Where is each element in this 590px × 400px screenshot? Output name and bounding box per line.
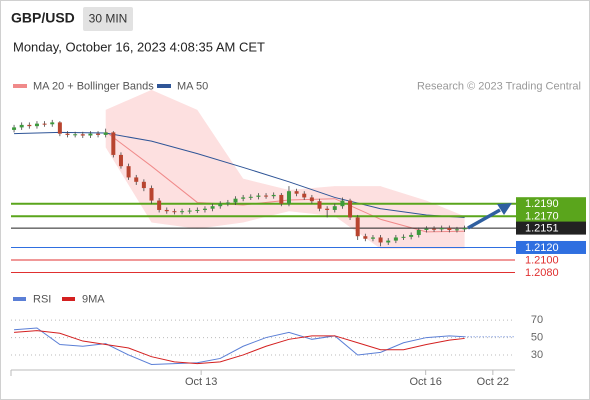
line-series: [14, 327, 465, 366]
candle-body: [19, 124, 24, 128]
candle-body: [42, 123, 47, 125]
x-tick-label: Oct 13: [185, 376, 217, 388]
legend-label: RSI: [33, 293, 51, 305]
candle-body: [378, 237, 383, 243]
candle-body: [50, 122, 55, 125]
level-label: 1.2151: [525, 222, 559, 234]
legend-label: MA 50: [177, 80, 208, 92]
source: Research © 2023 Trading Central: [417, 80, 581, 92]
candle-body: [103, 132, 108, 135]
x-tick-label: Oct 16: [409, 376, 441, 388]
candle-body: [65, 133, 70, 135]
level-label: 1.2120: [525, 242, 559, 254]
candle-body: [96, 133, 101, 135]
candle-body: [88, 133, 93, 136]
candle-body: [34, 123, 39, 127]
legend-swatch: [62, 297, 75, 301]
interval-button[interactable]: [83, 7, 133, 31]
level-label: 1.2190: [525, 198, 559, 210]
candle-body: [225, 202, 230, 204]
candle-body: [218, 203, 223, 207]
timestamp: Monday, October 16, 2023 4:08:35 AM CET: [13, 39, 265, 54]
y-tick-label: 30: [531, 349, 543, 361]
candle-body: [325, 208, 330, 210]
level-box: [516, 240, 586, 254]
candle-body: [134, 177, 139, 182]
forecast-arrowhead: [497, 203, 512, 215]
candle-body: [164, 209, 169, 212]
legend-swatch: [13, 297, 26, 301]
candle-body: [332, 206, 337, 210]
candle-body: [180, 211, 185, 213]
level-label: 1.2100: [525, 254, 559, 266]
candle-body: [256, 195, 261, 197]
candle-body: [348, 200, 353, 218]
candle-body: [118, 154, 123, 167]
candle-body: [454, 229, 459, 231]
line-series: [14, 330, 465, 365]
candle-body: [241, 197, 246, 199]
forecast-arrow: [467, 208, 501, 230]
candle-body: [187, 210, 192, 212]
level-box: [516, 197, 586, 211]
candle-body: [202, 208, 207, 210]
candle-body: [233, 198, 238, 203]
candle-body: [248, 196, 253, 198]
candle-body: [172, 211, 177, 213]
candle-body: [264, 195, 269, 197]
candle-body: [309, 197, 314, 202]
candle-body: [370, 237, 375, 239]
candle-body: [80, 134, 85, 136]
candle-body: [27, 124, 32, 127]
legend-label: 9MA: [82, 293, 105, 305]
level-box: [516, 209, 586, 223]
candle-body: [416, 229, 421, 235]
candle-body: [73, 134, 78, 136]
y-tick-label: 70: [531, 314, 543, 326]
candle-body: [462, 228, 467, 230]
candle-body: [111, 132, 116, 155]
candle-body: [57, 122, 62, 134]
candle-body: [141, 181, 146, 189]
candle-body: [149, 188, 154, 201]
y-tick-label: 50: [531, 331, 543, 343]
candle-body: [294, 191, 299, 194]
candle-body: [271, 194, 276, 197]
candle-body: [317, 201, 322, 209]
level-box: [516, 221, 586, 235]
legend-label: MA 20 + Bollinger Bands: [33, 80, 154, 92]
candle-body: [279, 194, 284, 204]
candle-body: [210, 206, 215, 209]
candle-body: [393, 237, 398, 241]
candle-body: [340, 200, 345, 207]
candle-body: [126, 166, 131, 178]
candle-body: [302, 193, 307, 198]
candle-body: [386, 240, 391, 243]
level-label: 1.2080: [525, 267, 559, 279]
candle-body: [195, 209, 200, 211]
x-tick-label: Oct 22: [477, 376, 509, 388]
candle-body: [355, 217, 360, 237]
candle-body: [363, 236, 368, 239]
candle-body: [447, 228, 452, 230]
legend-swatch: [13, 84, 27, 88]
candle-body: [12, 127, 17, 130]
candle-body: [424, 228, 429, 230]
candle-body: [439, 228, 444, 230]
candle-body: [401, 236, 406, 238]
interval-label[interactable]: 30 MIN: [89, 12, 128, 26]
candle-body: [432, 228, 437, 230]
candle-body: [286, 191, 291, 204]
bollinger-band: [105, 89, 465, 249]
candle-body: [409, 234, 414, 237]
candle-body: [157, 200, 162, 210]
symbol: GBP/USD: [11, 10, 75, 26]
legend-swatch: [157, 84, 171, 88]
level-label: 1.2170: [525, 211, 559, 223]
